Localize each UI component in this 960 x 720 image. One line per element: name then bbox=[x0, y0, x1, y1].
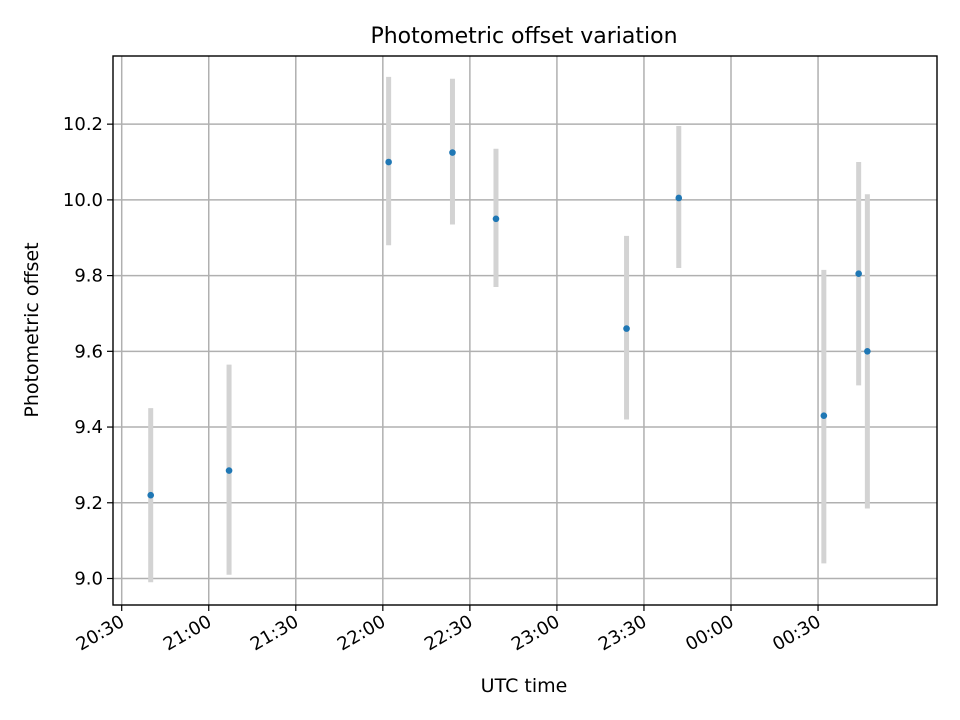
data-point bbox=[225, 467, 233, 474]
data-point bbox=[864, 348, 871, 355]
plot-frame bbox=[112, 55, 938, 606]
x-tick-label: 00:30 bbox=[769, 611, 824, 655]
data-point bbox=[492, 215, 500, 223]
y-tick-label: 10.0 bbox=[63, 190, 103, 211]
data-point bbox=[820, 412, 828, 419]
x-tick-label: 20:30 bbox=[73, 611, 128, 655]
y-tick-label: 9.6 bbox=[74, 341, 103, 362]
y-axis: 9.0 9.2 9.4 9.6 9.8 10.0 10.2 bbox=[63, 114, 113, 589]
x-axis: 20:30 21:00 21:30 22:00 22:30 23:00 23:30 00:00… bbox=[73, 605, 825, 655]
data-point bbox=[385, 158, 392, 166]
data-point bbox=[855, 270, 862, 278]
x-tick-label: 23:00 bbox=[508, 611, 563, 655]
y-tick-label: 9.0 bbox=[74, 568, 103, 589]
x-tick-label: 21:00 bbox=[160, 611, 215, 655]
y-tick-label: 9.2 bbox=[74, 493, 103, 514]
y-axis-label: Photometric offset bbox=[21, 242, 43, 417]
data-point bbox=[147, 491, 155, 499]
y-tick-label: 9.8 bbox=[74, 266, 103, 287]
x-tick-label: 21:30 bbox=[247, 611, 302, 655]
data-point bbox=[675, 194, 683, 202]
data-point bbox=[449, 149, 456, 156]
data-point bbox=[623, 325, 630, 332]
error-bars bbox=[148, 76, 870, 583]
grid bbox=[113, 56, 937, 605]
x-tick-label: 23:30 bbox=[595, 611, 650, 655]
x-axis-label: UTC time bbox=[481, 675, 568, 697]
y-tick-label: 10.2 bbox=[63, 114, 103, 135]
x-tick-label: 00:00 bbox=[682, 611, 737, 655]
data-points bbox=[147, 149, 871, 499]
x-tick-label: 22:30 bbox=[421, 611, 476, 655]
y-tick-label: 9.4 bbox=[74, 417, 103, 438]
chart-title: Photometric offset variation bbox=[370, 24, 677, 49]
x-tick-label: 22:00 bbox=[334, 611, 389, 655]
